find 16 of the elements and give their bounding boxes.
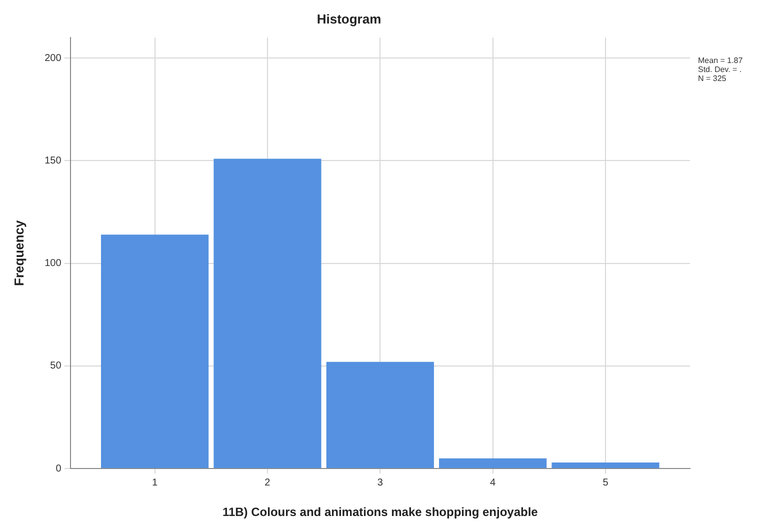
text: N = 325 [698, 74, 728, 83]
y-tick-label: 50 [50, 360, 62, 372]
y-tick-label: 0 [56, 463, 62, 474]
text: Mean = 1.87 [698, 56, 743, 65]
x-axis-title: 11B) Colours and animations make shopping enjoyable [222, 505, 538, 520]
text: Std. Dev. = . [698, 65, 743, 74]
x-tick-label: 3 [377, 477, 384, 488]
y-tick-label: 100 [44, 258, 62, 270]
x-tick-label: 1 [152, 477, 158, 488]
x-tick-label: 2 [264, 477, 271, 488]
x-tick-label: 5 [602, 477, 609, 488]
y-tick-label: 150 [44, 155, 62, 166]
y-axis-title: Frequency [11, 219, 26, 286]
x-tick-label: 4 [490, 477, 496, 488]
chart-title: Histogram [316, 11, 382, 26]
y-tick-label: 200 [44, 52, 62, 64]
